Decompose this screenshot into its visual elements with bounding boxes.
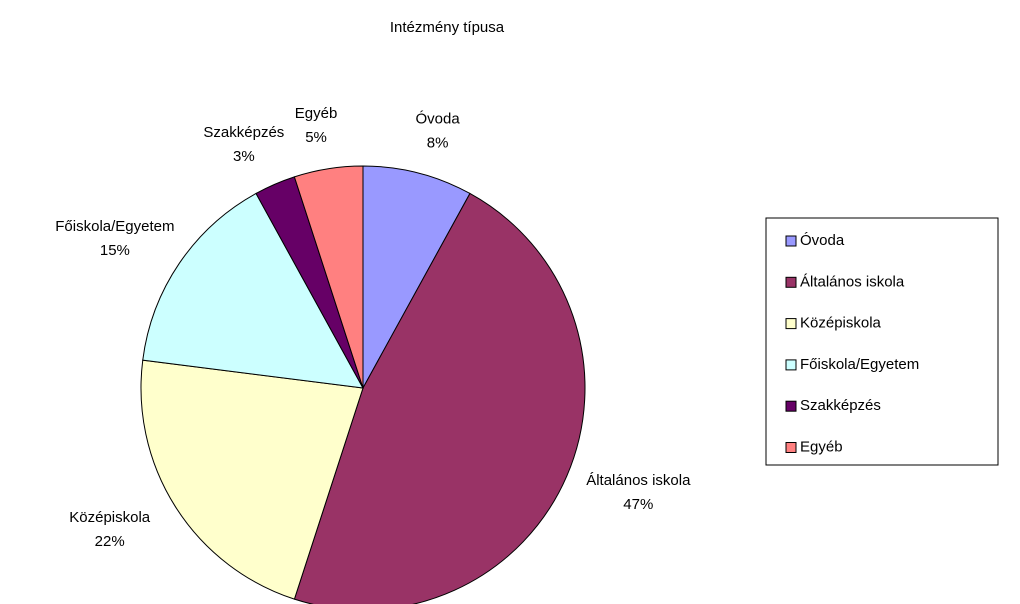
slice-value-label: 15% [100, 242, 130, 259]
legend-label: Szakképzés [800, 397, 881, 414]
legend-swatch [785, 318, 797, 330]
pie-slice [293, 165, 364, 389]
legend-swatch [785, 235, 797, 247]
pie-slice [362, 165, 471, 389]
slice-label: Egyéb [295, 105, 338, 122]
legend-label: Óvoda [800, 232, 845, 249]
pie-slice [293, 192, 586, 604]
slice-value-label: 5% [305, 129, 327, 146]
slice-label: Középiskola [69, 509, 151, 526]
legend-box [765, 217, 999, 466]
legend-label: Főiskola/Egyetem [800, 356, 919, 373]
legend-swatch [785, 359, 797, 371]
slice-value-label: 3% [233, 148, 255, 165]
legend-label: Középiskola [800, 315, 882, 332]
pie-slice [142, 192, 364, 389]
legend-label: Egyéb [800, 438, 843, 455]
slice-value-label: 22% [95, 533, 125, 550]
slice-value-label: 47% [623, 496, 653, 513]
legend-swatch [785, 400, 797, 412]
slice-label: Általános iskola [586, 472, 691, 489]
slice-label: Főiskola/Egyetem [55, 218, 174, 235]
legend-label: Általános iskola [800, 273, 905, 290]
chart-title: Intézmény típusa [390, 19, 505, 36]
legend-swatch [785, 276, 797, 288]
legend-swatch [785, 442, 797, 453]
slice-value-label: 8% [427, 134, 449, 151]
pie-slice [140, 359, 364, 600]
slice-label: Szakképzés [203, 124, 284, 141]
slice-label: Óvoda [416, 110, 461, 127]
